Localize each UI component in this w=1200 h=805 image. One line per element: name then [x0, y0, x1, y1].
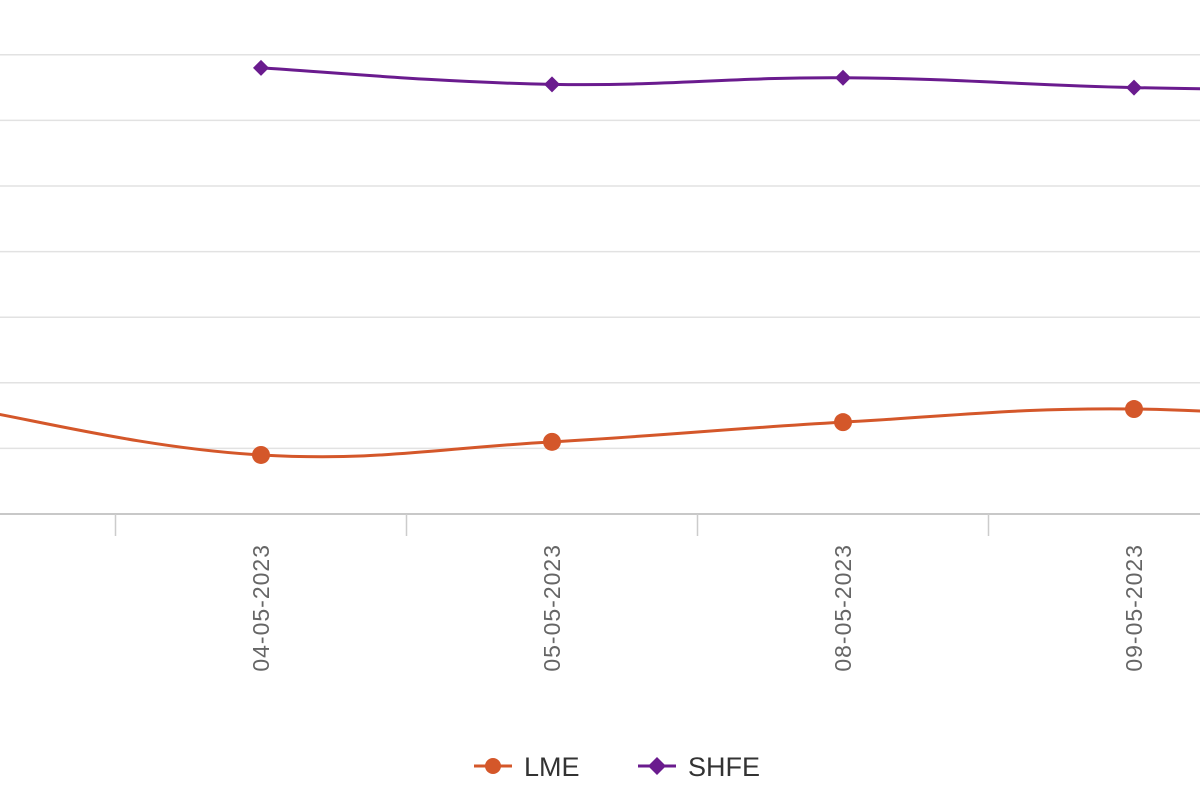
- legend-shfe-label: SHFE: [688, 752, 760, 782]
- legend-lme-marker: [485, 758, 501, 774]
- data-point-shfe[interactable]: [544, 76, 560, 93]
- x-tick-label: 04-05-2023: [248, 544, 274, 672]
- x-tick-label: 09-05-2023: [1121, 544, 1147, 672]
- data-point-lme[interactable]: [834, 413, 852, 432]
- data-point-shfe[interactable]: [835, 69, 851, 86]
- data-point-lme[interactable]: [252, 445, 270, 464]
- data-point-shfe[interactable]: [253, 59, 269, 76]
- data-point-lme[interactable]: [543, 432, 561, 451]
- data-point-lme[interactable]: [1125, 400, 1143, 419]
- gridlines: [0, 54, 1200, 515]
- x-axis: 04-05-2023 05-05-2023 08-05-2023 09-05-2023: [114, 514, 1147, 672]
- legend-item-shfe[interactable]: SHFE: [638, 752, 760, 782]
- x-tick-label: 05-05-2023: [539, 544, 565, 672]
- data-point-shfe[interactable]: [1126, 79, 1142, 96]
- series-line-lme: [0, 407, 1200, 459]
- x-tick-label: 08-05-2023: [830, 544, 856, 672]
- legend-lme-label: LME: [524, 752, 580, 782]
- legend-item-lme[interactable]: LME: [474, 752, 580, 782]
- series-lme: [0, 400, 1200, 464]
- series-shfe: [253, 59, 1200, 96]
- legend-shfe-marker: [648, 757, 666, 775]
- series-line-shfe: [260, 66, 1200, 91]
- legend: LME SHFE: [474, 752, 760, 782]
- series-area: [0, 59, 1200, 464]
